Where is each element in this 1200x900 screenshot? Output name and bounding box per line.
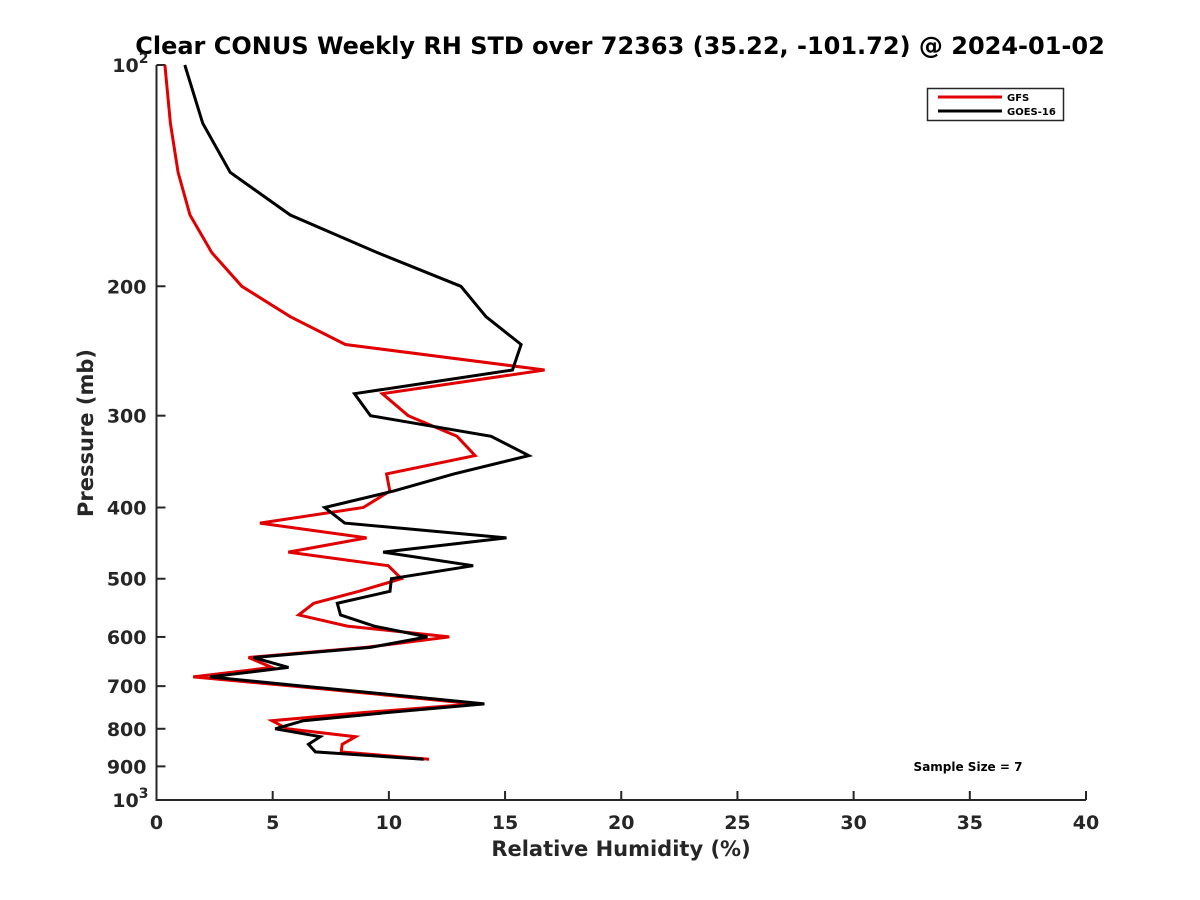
y-tick-label: 102 [112,51,148,77]
x-ticks: 0 5 10 15 20 25 30 35 40 [150,791,1099,834]
y-tick-label: 103 [112,786,148,812]
x-tick-label: 15 [492,812,518,834]
y-tick-label: 200 [107,276,147,298]
series-group [163,64,545,761]
x-tick-label: 0 [150,812,163,834]
sample-size-annotation: Sample Size = 7 [914,760,1023,774]
legend-label-gfs: GFS [1007,93,1029,104]
y-ticks: 102 200 300 400 500 600 700 800 900 103 [107,51,166,812]
x-tick-label: 35 [957,812,983,834]
legend-box [926,87,1065,122]
x-tick-label: 10 [376,812,402,834]
y-axis-label: Pressure (mb) [74,349,98,517]
y-tick-label: 500 [107,569,147,591]
x-tick-label: 40 [1073,812,1099,834]
series-line-goes16 [183,64,534,761]
x-tick-label: 20 [608,812,634,834]
y-tick-label: 900 [107,756,147,778]
x-axis-label: Relative Humidity (%) [491,837,750,861]
y-tick-label: 300 [107,406,147,428]
y-tick-label: 400 [107,498,147,520]
x-tick-label: 5 [266,812,279,834]
x-tick-label: 30 [840,812,866,834]
legend: GFS GOES-16 [926,87,1065,122]
x-tick-label: 25 [724,812,750,834]
y-tick-label: 800 [107,719,147,741]
chart-title: Clear CONUS Weekly RH STD over 72363 (35… [135,32,1105,60]
legend-label-goes16: GOES-16 [1007,107,1056,118]
y-tick-label: 600 [107,627,147,649]
y-tick-label: 700 [107,676,147,698]
